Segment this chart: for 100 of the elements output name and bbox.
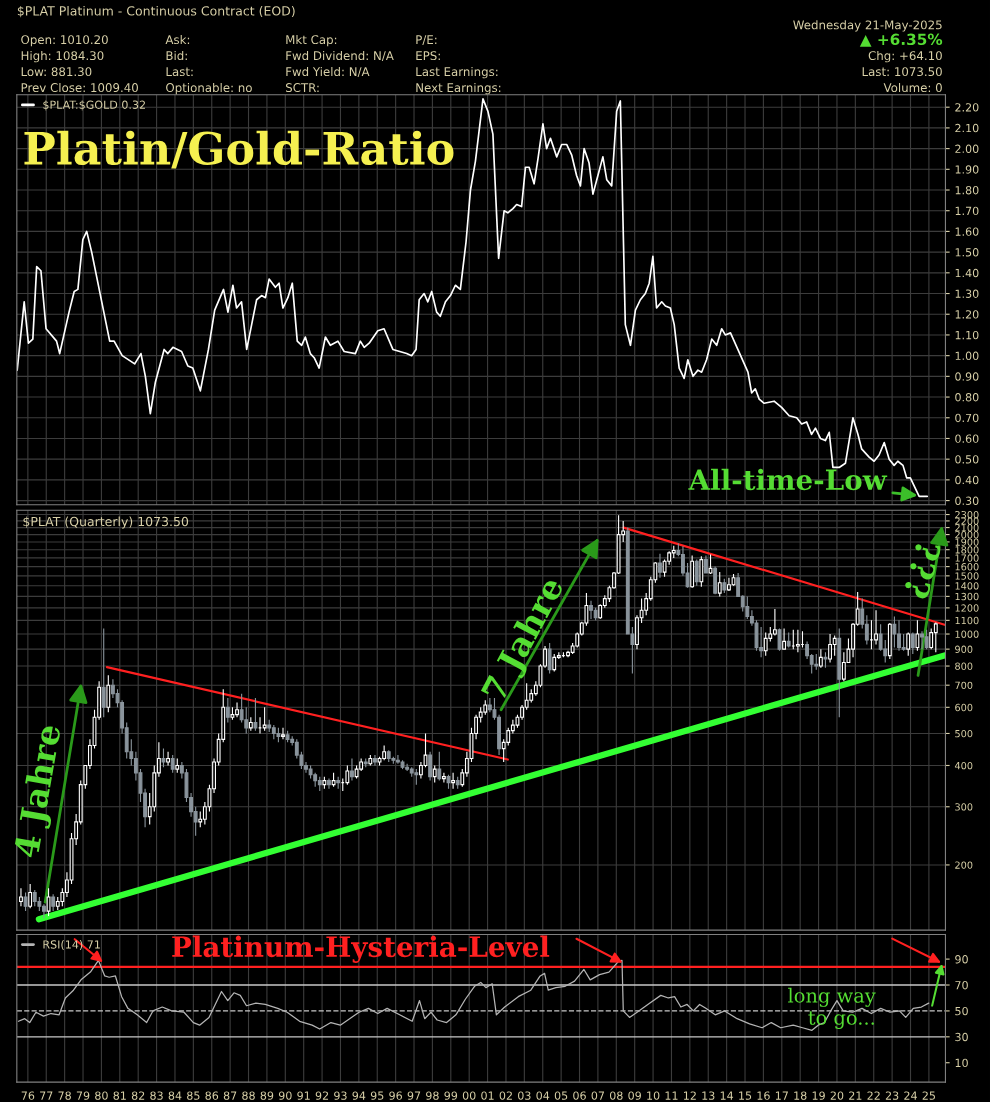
- x-tick-label: 85: [187, 1091, 200, 1100]
- x-tick-label: 79: [76, 1091, 90, 1100]
- candlestick: [441, 772, 446, 784]
- text: Chg: +64.10: [868, 50, 942, 63]
- candlestick: [23, 891, 28, 912]
- candlestick: [161, 748, 166, 768]
- candlestick: [791, 629, 796, 650]
- candlestick: [717, 571, 722, 597]
- text: Last: 1073.50: [862, 67, 942, 77]
- candlestick: [874, 609, 878, 645]
- text: Platin/Gold-Ratio: [24, 130, 454, 169]
- y-tick-label: 1300: [955, 592, 979, 601]
- x-tick-label: 77: [40, 1091, 53, 1100]
- x-tick-label: 91: [297, 1091, 310, 1100]
- text: Wednesday 21-May-2025: [793, 20, 942, 32]
- y-tick-label: 0.40: [955, 475, 979, 485]
- x-tick-label: 92: [315, 1091, 329, 1100]
- y-tick-label: 1000: [955, 630, 979, 638]
- candlestick: [225, 697, 230, 723]
- candlestick: [878, 623, 883, 652]
- y-tick-label: 2.20: [955, 103, 979, 112]
- x-tick-label: 09: [628, 1091, 641, 1100]
- candlestick: [933, 621, 938, 653]
- candlestick: [929, 627, 934, 650]
- y-tick-label: 90: [955, 955, 968, 964]
- y-tick-label: 2100: [955, 524, 979, 532]
- text: Last:: [166, 67, 193, 77]
- y-tick-label: 70: [955, 980, 968, 990]
- x-tick-label: 05: [554, 1091, 568, 1100]
- candlestick: [345, 764, 350, 786]
- y-tick-label: 30: [955, 1032, 968, 1042]
- y-tick-label: 200: [955, 861, 973, 869]
- x-tick-label: 84: [168, 1091, 182, 1100]
- x-tick-label: 83: [150, 1091, 163, 1100]
- candlestick: [350, 757, 354, 782]
- y-tick-label: 2200: [955, 517, 979, 525]
- text: Next Earnings:: [416, 82, 501, 95]
- candlestick: [658, 553, 662, 579]
- x-tick-label: 94: [352, 1091, 366, 1100]
- x-tick-label: 89: [260, 1091, 274, 1100]
- x-tick-label: 20: [830, 1091, 844, 1100]
- candlestick: [281, 727, 285, 740]
- x-tick-label: 04: [536, 1091, 550, 1100]
- y-tick-label: 0.90: [955, 372, 979, 381]
- candlestick: [253, 697, 258, 732]
- x-tick-label: 11: [665, 1091, 678, 1100]
- x-tick-label: 16: [757, 1091, 770, 1100]
- candlestick: [869, 619, 874, 650]
- y-tick-label: 10: [955, 1058, 968, 1068]
- y-tick-label: 1800: [955, 546, 979, 554]
- text: ▲ +6.35%: [859, 33, 943, 47]
- y-tick-label: 50: [955, 1006, 968, 1016]
- text: Volume: 0: [883, 82, 942, 93]
- x-tick-label: 82: [131, 1091, 145, 1100]
- x-tick-label: 03: [518, 1091, 531, 1100]
- text: SCTR:: [285, 83, 319, 93]
- x-tick-label: 12: [684, 1091, 696, 1100]
- y-tick-label: 2.00: [955, 144, 979, 153]
- chart-subtitle: $PLAT Platinum - Continuous Contract (EOD): [17, 5, 295, 18]
- y-tick-label: 1.40: [955, 268, 979, 278]
- annotation: 4 Jahre: [12, 723, 68, 860]
- candlestick: [106, 674, 111, 713]
- y-tick-label: 700: [955, 681, 973, 690]
- x-tick-label: 19: [812, 1091, 825, 1100]
- candlestick: [699, 555, 704, 588]
- x-tick-label: 14: [720, 1091, 734, 1100]
- candlestick: [777, 627, 782, 652]
- candlestick: [428, 751, 433, 782]
- candlestick: [166, 751, 171, 767]
- y-tick-label: 1.60: [955, 227, 979, 236]
- candlestick: [708, 554, 713, 575]
- y-tick-label: 2.10: [955, 123, 979, 133]
- y-tick-label: 0.50: [955, 455, 979, 464]
- candlestick: [832, 634, 837, 657]
- x-tick-label: 86: [205, 1091, 219, 1100]
- annotation: long way to go...: [788, 987, 876, 1029]
- y-tick-label: 0.80: [955, 393, 979, 402]
- y-tick-label: 400: [954, 761, 973, 770]
- x-tick-label: 17: [775, 1091, 788, 1100]
- candlestick: [745, 595, 750, 620]
- candlestick: [437, 751, 442, 782]
- y-tick-label: 2300: [955, 511, 979, 519]
- candlestick: [547, 642, 552, 674]
- candlestick: [841, 651, 846, 682]
- y-tick-label: 500: [955, 729, 973, 738]
- text: Mkt Cap:: [286, 34, 337, 47]
- x-tick-label: 98: [426, 1091, 439, 1100]
- x-tick-label: 23: [885, 1091, 899, 1100]
- candlestick: [19, 887, 23, 907]
- legend-label: $PLAT:$GOLD 0.32: [43, 100, 145, 111]
- candlestick: [795, 629, 800, 653]
- candlestick: [924, 629, 929, 650]
- x-tick-label: 96: [389, 1091, 402, 1100]
- y-tick-label: 1600: [955, 563, 979, 571]
- x-tick-label: 80: [95, 1091, 108, 1100]
- x-tick-label: 97: [407, 1091, 421, 1100]
- candlestick: [892, 615, 897, 649]
- candlestick: [915, 619, 920, 652]
- x-tick-label: 02: [499, 1091, 512, 1100]
- x-tick-label: 15: [739, 1091, 752, 1100]
